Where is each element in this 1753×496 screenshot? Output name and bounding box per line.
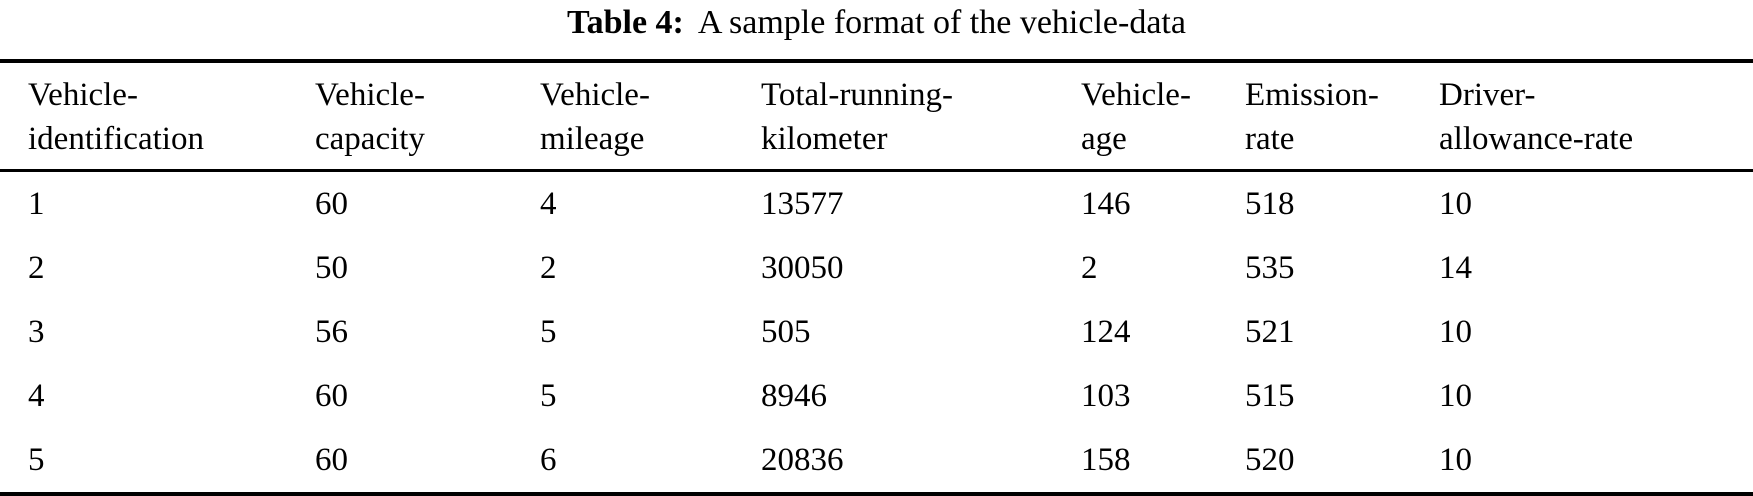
column-header-vehicle-capacity: Vehicle- capacity bbox=[315, 61, 540, 172]
table-cell-driver-allowance-rate: 10 bbox=[1439, 314, 1472, 350]
table-row: 4 60 5 8946 103 515 10 bbox=[0, 364, 1753, 428]
table-cell-vehicle-identification: 3 bbox=[28, 314, 45, 350]
table-cell-vehicle-age: 146 bbox=[1081, 186, 1131, 222]
vehicle-data-table: Vehicle- identification Vehicle- capacity… bbox=[0, 59, 1753, 496]
table-cell-vehicle-capacity: 60 bbox=[315, 442, 348, 478]
column-header-driver-allowance-rate: Driver- allowance-rate bbox=[1439, 61, 1753, 172]
table-cell-emission-rate: 521 bbox=[1245, 314, 1295, 350]
table-row: 3 56 5 505 124 521 10 bbox=[0, 300, 1753, 364]
table-cell-vehicle-identification: 1 bbox=[28, 186, 45, 222]
table-caption-text: A sample format of the vehicle-data bbox=[697, 4, 1186, 41]
table-cell-total-running-kilometer: 20836 bbox=[761, 442, 844, 478]
column-header-vehicle-mileage: Vehicle- mileage bbox=[540, 61, 761, 172]
table-caption: Table 4: A sample format of the vehicle-d… bbox=[0, 0, 1753, 59]
table-cell-emission-rate: 535 bbox=[1245, 250, 1295, 286]
table-cell-vehicle-capacity: 56 bbox=[315, 314, 348, 350]
table-cell-driver-allowance-rate: 14 bbox=[1439, 250, 1472, 286]
table-header-row: Vehicle- identification Vehicle- capacity… bbox=[0, 61, 1753, 172]
column-header-vehicle-identification: Vehicle- identification bbox=[0, 61, 315, 172]
table-cell-vehicle-capacity: 60 bbox=[315, 378, 348, 414]
table-cell-emission-rate: 518 bbox=[1245, 186, 1295, 222]
column-header-vehicle-age: Vehicle- age bbox=[1081, 61, 1245, 172]
table-cell-vehicle-mileage: 2 bbox=[540, 250, 557, 286]
table-cell-total-running-kilometer: 13577 bbox=[761, 186, 844, 222]
table-row: 5 60 6 20836 158 520 10 bbox=[0, 428, 1753, 495]
table-cell-vehicle-age: 124 bbox=[1081, 314, 1131, 350]
table-cell-vehicle-identification: 2 bbox=[28, 250, 45, 286]
table-cell-total-running-kilometer: 30050 bbox=[761, 250, 844, 286]
table-cell-driver-allowance-rate: 10 bbox=[1439, 442, 1472, 478]
table-cell-vehicle-capacity: 60 bbox=[315, 186, 348, 222]
column-header-emission-rate: Emission- rate bbox=[1245, 61, 1439, 172]
table-caption-label: Table 4: bbox=[567, 4, 684, 41]
table-cell-emission-rate: 520 bbox=[1245, 442, 1295, 478]
table-cell-total-running-kilometer: 505 bbox=[761, 314, 811, 350]
table-row: 2 50 2 30050 2 535 14 bbox=[0, 236, 1753, 300]
table-cell-vehicle-mileage: 4 bbox=[540, 186, 557, 222]
table-cell-vehicle-identification: 5 bbox=[28, 442, 45, 478]
table-cell-driver-allowance-rate: 10 bbox=[1439, 186, 1472, 222]
table-cell-total-running-kilometer: 8946 bbox=[761, 378, 827, 414]
table-cell-vehicle-capacity: 50 bbox=[315, 250, 348, 286]
table-cell-driver-allowance-rate: 10 bbox=[1439, 378, 1472, 414]
table-cell-vehicle-age: 158 bbox=[1081, 442, 1131, 478]
table-cell-vehicle-mileage: 5 bbox=[540, 314, 557, 350]
table-cell-vehicle-identification: 4 bbox=[28, 378, 45, 414]
table-cell-vehicle-mileage: 5 bbox=[540, 378, 557, 414]
table-cell-vehicle-age: 2 bbox=[1081, 250, 1098, 286]
table-cell-emission-rate: 515 bbox=[1245, 378, 1295, 414]
table-row: 1 60 4 13577 146 518 10 bbox=[0, 171, 1753, 237]
table-cell-vehicle-mileage: 6 bbox=[540, 442, 557, 478]
column-header-total-running-kilometer: Total-running- kilometer bbox=[761, 61, 1081, 172]
table-cell-vehicle-age: 103 bbox=[1081, 378, 1131, 414]
